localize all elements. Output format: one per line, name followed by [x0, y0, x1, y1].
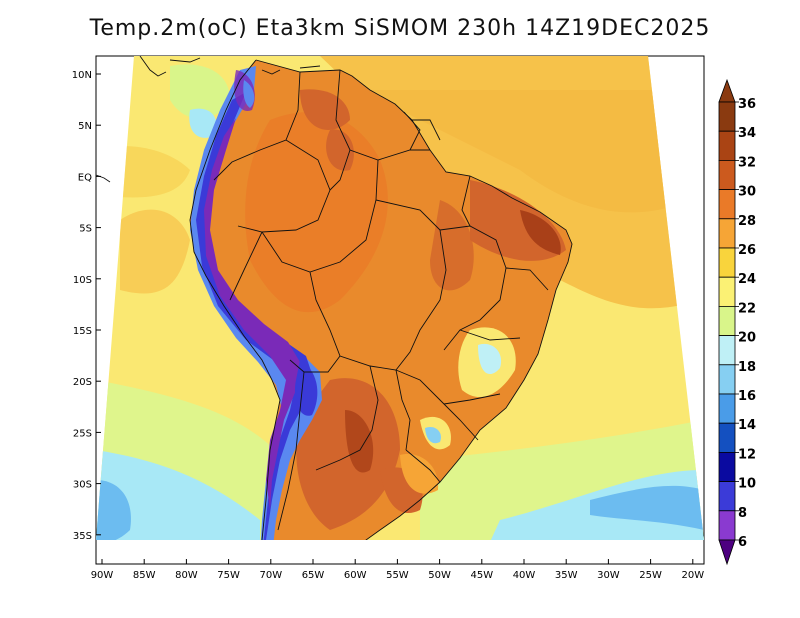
colorbar-top-arrow [718, 78, 736, 103]
colorbar-label: 16 [738, 389, 756, 404]
colorbar-segment [718, 101, 736, 132]
colorbar-segment [718, 451, 736, 482]
lon-tick-label: 25W [639, 570, 662, 581]
temperature-field [96, 56, 704, 540]
colorbar-label: 34 [738, 126, 756, 141]
colorbar-segment [718, 510, 736, 541]
colorbar-label: 6 [738, 535, 747, 550]
lat-tick-label: 10S [73, 275, 92, 286]
colorbar-label: 8 [738, 506, 747, 521]
colorbar-label: 36 [738, 97, 756, 112]
colorbar-label: 18 [738, 360, 756, 375]
lon-tick-label: 65W [302, 570, 325, 581]
andes-cold-band [190, 66, 322, 540]
lon-tick-label: 30W [597, 570, 620, 581]
colorbar-segment [718, 276, 736, 307]
lon-tick-label: 45W [470, 570, 493, 581]
lat-tick-label: 10N [72, 70, 92, 81]
colorbar-label: 32 [738, 155, 756, 170]
lon-tick-label: 70W [259, 570, 282, 581]
lon-tick-label: 20W [681, 570, 704, 581]
lat-tick-label: 15S [73, 326, 92, 337]
lat-tick-label: 30S [73, 480, 92, 491]
colorbar-label: 24 [738, 272, 756, 287]
colorbar-bottom-arrow [718, 539, 736, 566]
lon-tick-label: 60W [344, 570, 367, 581]
country-borders [189, 59, 573, 540]
colorbar-segment [718, 305, 736, 336]
longitude-axis: 90W 85W 80W 75W 70W 65W 60W 55W 50W 45W 40W 35W 30W 2… [91, 559, 704, 581]
colorbar-label: 28 [738, 214, 756, 229]
lon-tick-label: 75W [217, 570, 240, 581]
lon-tick-label: 40W [513, 570, 536, 581]
colorbar-segment [718, 218, 736, 249]
lon-tick-label: 85W [133, 570, 156, 581]
colorbar-segment [718, 247, 736, 278]
colorbar-label: 14 [738, 418, 756, 433]
colorbar-segment [718, 130, 736, 161]
latitude-axis: 10N 5N EQ 5S 10S 15S 20S 25S 30S 35S [72, 70, 101, 542]
lon-tick-label: 80W [175, 570, 198, 581]
colorbar-segment [718, 364, 736, 395]
colorbar-segment [718, 393, 736, 424]
lat-tick-label: 5N [78, 121, 92, 132]
map-title: Temp.2m(oC) Eta3km SiSMOM 230h 14Z19DEC2… [89, 16, 711, 41]
colorbar-label: 26 [738, 243, 756, 258]
colorbar-segment [718, 335, 736, 366]
lat-tick-label: 20S [73, 377, 92, 388]
colorbar-label: 30 [738, 185, 756, 200]
colorbar-segment [718, 422, 736, 453]
lat-tick-label: 35S [73, 531, 92, 542]
lon-tick-label: 50W [428, 570, 451, 581]
colorbar-segment [718, 159, 736, 190]
colorbar-label: 20 [738, 331, 756, 346]
lat-tick-label: 25S [73, 428, 92, 439]
colorbar-label: 22 [738, 301, 756, 316]
lon-tick-label: 55W [386, 570, 409, 581]
colorbar-segment [718, 189, 736, 220]
lon-tick-label: 35W [555, 570, 578, 581]
lat-tick-label: 5S [79, 224, 92, 235]
colorbar-label: 12 [738, 447, 756, 462]
temperature-colorbar: 36 34 32 30 28 26 24 22 20 18 16 14 12 10 8 6 [718, 78, 756, 566]
colorbar-segment [718, 481, 736, 512]
lon-tick-label: 90W [91, 570, 114, 581]
lat-tick-label: EQ [78, 172, 92, 183]
colorbar-label: 10 [738, 477, 756, 492]
coastline-details [95, 55, 321, 183]
